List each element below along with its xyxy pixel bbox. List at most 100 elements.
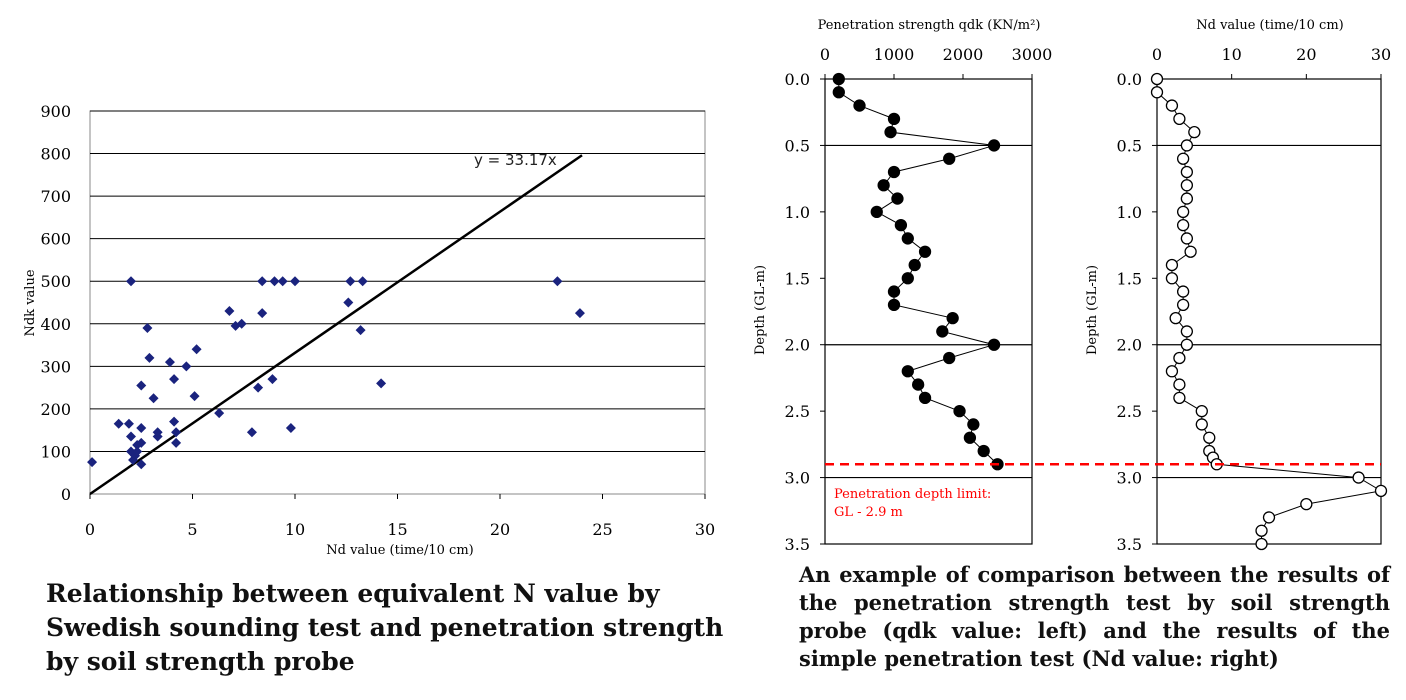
scatter-y-tick-label: 400 <box>40 315 71 334</box>
nd-profile-point <box>1180 192 1194 205</box>
qdk-profile-point <box>943 152 956 165</box>
nd-profile-y-tick-label: 2.0 <box>1117 336 1142 355</box>
trendline-equation-label: y = 33.17x <box>474 151 557 169</box>
nd-profile-x-tick-label: 10 <box>1221 45 1241 64</box>
qdk-profile-point <box>901 365 914 378</box>
nd-profile-x-tick-label: 20 <box>1296 45 1316 64</box>
nd-profile-y-tick-label: 0.0 <box>1117 70 1142 89</box>
qdk-profile-y-tick-label: 0.0 <box>785 70 810 89</box>
nd-profile-point <box>1176 152 1190 165</box>
scatter-point <box>191 344 202 355</box>
qdk-profile-y-tick-label: 2.0 <box>785 336 810 355</box>
qdk-profile-point <box>884 125 897 139</box>
qdk-profile-point <box>918 245 932 258</box>
nd-profile-plot-area <box>1156 78 1382 545</box>
nd-profile-title: Nd value (time/10 cm) <box>1196 18 1344 33</box>
nd-profile-point <box>1150 72 1164 86</box>
qdk-profile-point <box>891 192 904 205</box>
qdk-profile-y-tick-label: 0.5 <box>785 136 810 155</box>
nd-profile-point <box>1374 484 1388 498</box>
nd-profile-point <box>1180 338 1194 351</box>
scatter-point <box>277 276 288 287</box>
scatter-point <box>285 423 296 434</box>
scatter-point <box>132 446 143 457</box>
scatter-point <box>574 308 585 319</box>
nd-profile-point <box>1165 99 1179 112</box>
qdk-profile-plot-area <box>824 78 1033 545</box>
qdk-profile-point <box>967 418 980 431</box>
scatter-point <box>267 374 278 385</box>
nd-profile-point <box>1173 112 1186 126</box>
nd-profile-point <box>1165 258 1179 272</box>
scatter-y-tick-label: 700 <box>40 187 71 206</box>
scatter-point <box>169 416 180 427</box>
qdk-profile-y-axis-title: Depth (GL-m) <box>753 265 768 355</box>
qdk-profile-point <box>894 218 908 232</box>
nd-profile-x-tick-label: 30 <box>1371 45 1391 64</box>
nd-profile-point <box>1150 86 1164 99</box>
scatter-x-tick-label: 30 <box>695 520 715 539</box>
scatter-point <box>136 459 147 470</box>
scatter-point <box>376 378 387 389</box>
qdk-profile-point <box>987 338 1001 351</box>
nd-profile-y-tick-label: 3.5 <box>1117 535 1142 554</box>
qdk-profile-point <box>908 258 921 272</box>
scatter-x-tick-label: 0 <box>85 520 95 539</box>
left-figure-caption: Relationship between equivalent N value … <box>46 579 724 676</box>
scatter-y-tick-label: 200 <box>40 400 71 419</box>
scatter-x-tick-label: 20 <box>490 520 510 539</box>
scatter-y-tick-label: 0 <box>61 485 71 504</box>
scatter-x-tick-label: 5 <box>187 520 197 539</box>
nd-profile-point <box>1262 511 1276 524</box>
scatter-y-tick-label: 600 <box>40 230 71 249</box>
qdk-profile-y-tick-label: 1.5 <box>785 269 810 288</box>
nd-profile-chart: 0.0 0.5 1.0 1.5 2.0 2.5 3.0 3.5 0 10 20 30 Nd value … <box>1085 18 1391 554</box>
scatter-point <box>257 276 268 287</box>
scatter-point <box>257 308 268 319</box>
nd-profile-point <box>1176 218 1190 232</box>
qdk-profile-x-tick-label: 1000 <box>874 45 915 64</box>
scatter-point <box>171 437 182 448</box>
scatter-y-axis-title: Ndk value <box>23 269 38 336</box>
nd-profile-point <box>1300 497 1313 511</box>
qdk-profile-point <box>832 72 845 86</box>
nd-profile-y-tick-label: 0.5 <box>1117 136 1142 155</box>
nd-profile-y-tick-label: 3.0 <box>1117 469 1142 488</box>
qdk-profile-y-tick-label: 3.0 <box>785 469 810 488</box>
scatter-point <box>152 431 163 442</box>
qdk-profile-x-tick-label: 0 <box>820 45 830 64</box>
qdk-profile-point <box>977 444 990 458</box>
scatter-point <box>290 276 300 287</box>
nd-profile-point <box>1176 205 1190 219</box>
scatter-point <box>164 357 175 368</box>
qdk-profile-title: Penetration strength qdk (KN/m²) <box>818 18 1041 33</box>
qdk-profile-point <box>936 325 949 338</box>
nd-profile-point <box>1180 325 1194 338</box>
qdk-profile-point <box>901 232 914 245</box>
nd-profile-x-tick-label: 0 <box>1152 45 1162 64</box>
nd-profile-point <box>1195 404 1208 418</box>
scatter-point <box>355 325 366 336</box>
nd-profile-point <box>1255 537 1268 551</box>
scatter-point <box>253 382 264 393</box>
nd-profile-point <box>1255 524 1268 537</box>
scatter-y-tick-label: 100 <box>40 442 71 461</box>
scatter-point <box>224 306 235 317</box>
nd-profile-point <box>1176 285 1190 298</box>
qdk-profile-point <box>877 179 890 192</box>
nd-profile-point <box>1180 179 1194 192</box>
qdk-profile-point <box>963 431 977 444</box>
qdk-profile-point <box>943 351 956 365</box>
nd-profile-y-tick-label: 2.5 <box>1117 402 1142 421</box>
qdk-profile-x-tick-label: 2000 <box>943 45 984 64</box>
scatter-point <box>236 318 247 329</box>
nd-profile-y-axis-title: Depth (GL-m) <box>1085 265 1100 355</box>
nd-profile-y-tick-label: 1.0 <box>1117 203 1142 222</box>
qdk-profile-point <box>853 99 866 112</box>
scatter-plot-area <box>89 110 706 495</box>
qdk-profile-point <box>832 86 845 99</box>
depth-limit-label-line2: GL - 2.9 m <box>834 505 903 520</box>
nd-profile-point <box>1165 272 1179 285</box>
qdk-profile-point <box>953 404 966 418</box>
